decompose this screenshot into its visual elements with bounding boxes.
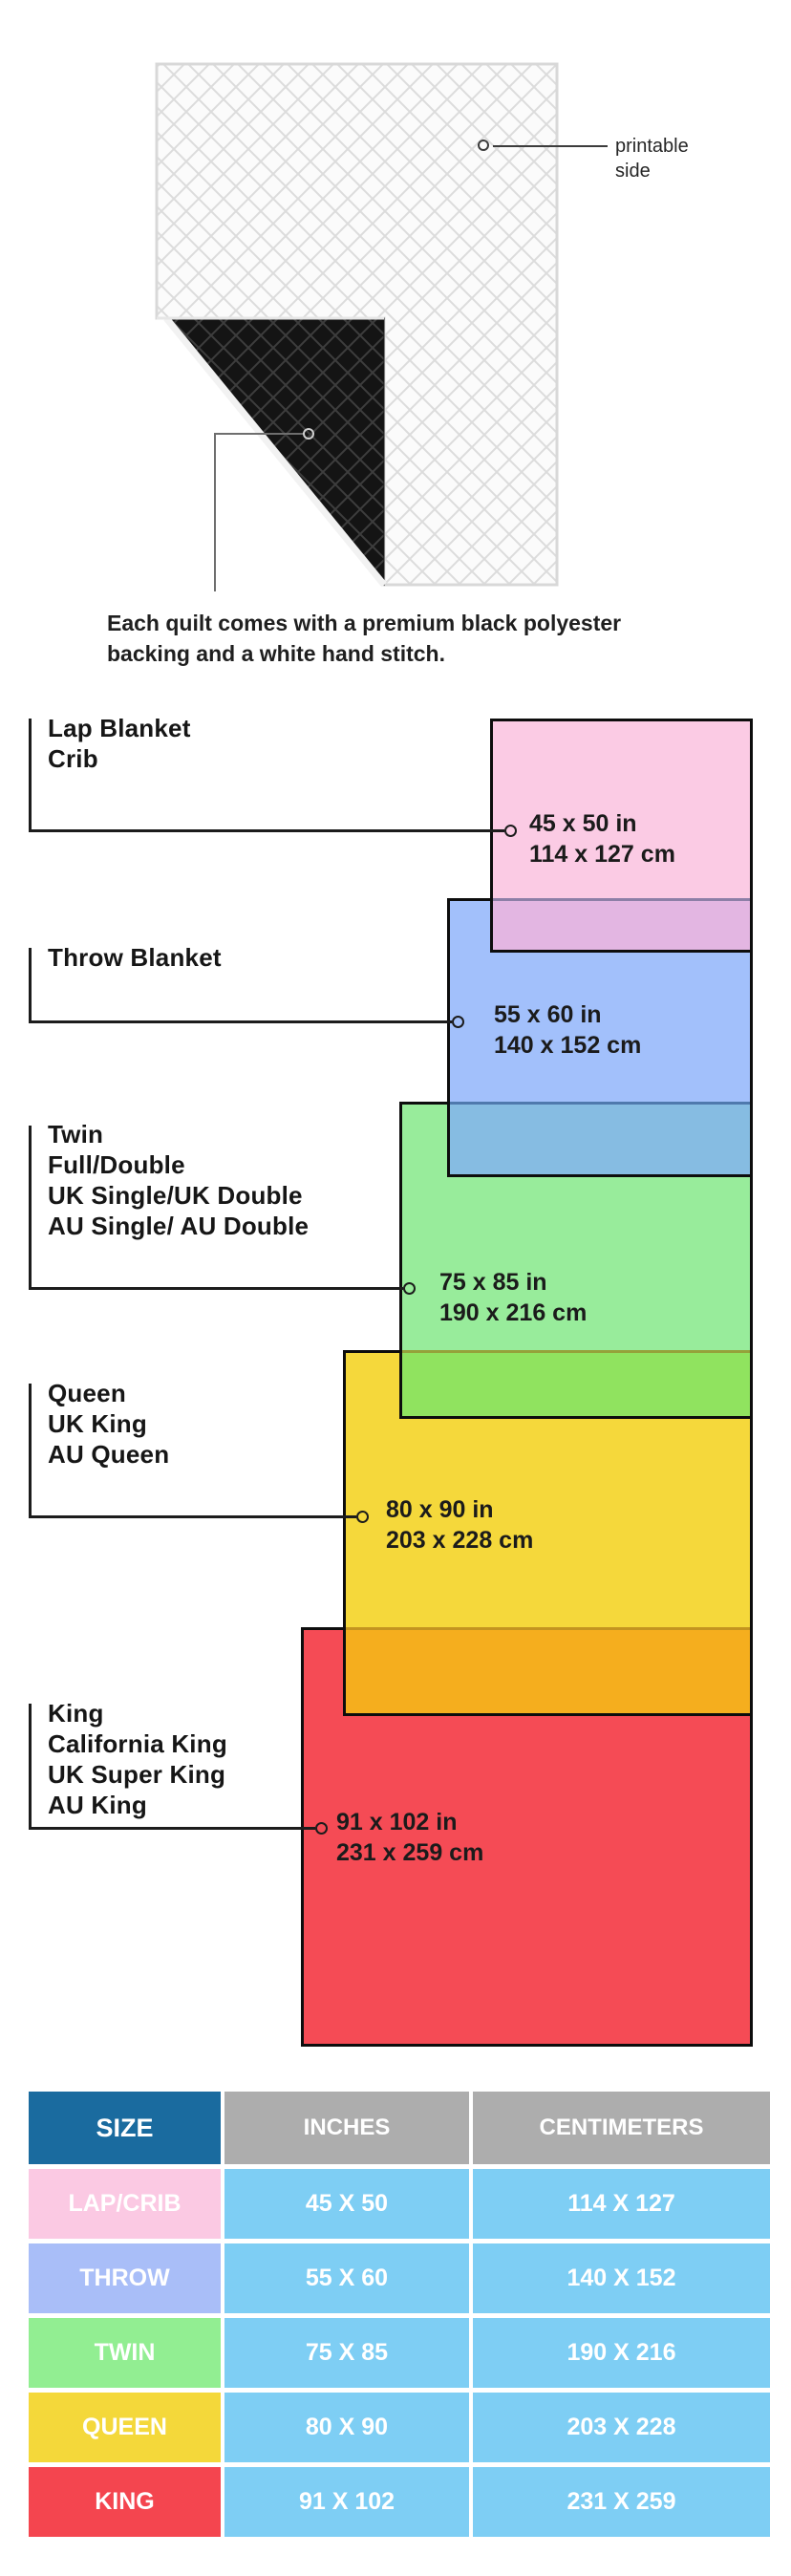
callout-dot-icon	[315, 1822, 328, 1835]
table-cell-inches: 75 X 85	[224, 2318, 469, 2388]
leader-line	[29, 1515, 356, 1518]
throw-size-text: 55 x 60 in 140 x 152 cm	[494, 1001, 642, 1059]
leader-line	[29, 1704, 32, 1830]
callout-dot-icon	[504, 825, 517, 837]
leader-line	[29, 1287, 403, 1290]
lap-throw-overlap	[493, 898, 750, 950]
table-cell-centimeters: 203 X 228	[473, 2393, 770, 2462]
king-size-text: 91 x 102 in 231 x 259 cm	[336, 1809, 484, 1866]
leader-line	[29, 948, 32, 1023]
callout-dot-icon	[478, 140, 489, 151]
leader-line	[214, 433, 216, 591]
leader-line	[29, 719, 32, 832]
table-row-label: TWIN	[29, 2318, 221, 2388]
table-row-label: QUEEN	[29, 2393, 221, 2462]
table-row-label: LAP/CRIB	[29, 2169, 221, 2239]
leader-line	[214, 433, 303, 435]
quilt-caption: Each quilt comes with a premium black po…	[107, 611, 622, 666]
queen-size-text: 80 x 90 in 203 x 228 cm	[386, 1496, 534, 1554]
table-header-inches: INCHES	[224, 2092, 469, 2164]
twin-queen-overlap	[402, 1350, 750, 1416]
table-cell-inches: 91 X 102	[224, 2467, 469, 2537]
leader-line	[29, 1126, 32, 1290]
leader-line	[29, 1020, 452, 1023]
throw-twin-overlap	[450, 1102, 750, 1174]
quilt-illustration	[155, 62, 559, 588]
table-cell-inches: 45 X 50	[224, 2169, 469, 2239]
table-row-label: KING	[29, 2467, 221, 2537]
table-cell-centimeters: 190 X 216	[473, 2318, 770, 2388]
queen-king-overlap	[346, 1627, 750, 1713]
table-cell-inches: 55 X 60	[224, 2243, 469, 2313]
leader-line	[493, 145, 608, 147]
leader-line	[29, 1384, 32, 1518]
size-table: SIZE INCHES CENTIMETERS LAP/CRIB 45 X 50…	[29, 2092, 770, 2537]
throw-label: Throw Blanket	[48, 943, 222, 972]
table-cell-inches: 80 X 90	[224, 2393, 469, 2462]
table-row-label: THROW	[29, 2243, 221, 2313]
leader-line	[29, 1827, 315, 1830]
leader-line	[29, 829, 504, 832]
lap-crib-label: Lap Blanket Crib	[48, 714, 191, 773]
table-cell-centimeters: 140 X 152	[473, 2243, 770, 2313]
queen-label: Queen UK King AU Queen	[48, 1379, 170, 1469]
callout-dot-icon	[303, 428, 314, 440]
table-header-centimeters: CENTIMETERS	[473, 2092, 770, 2164]
quilt-fold-binding	[163, 315, 387, 588]
twin-size-text: 75 x 85 in 190 x 216 cm	[439, 1269, 588, 1326]
king-label: King California King UK Super King AU Ki…	[48, 1699, 227, 1819]
printable-side-label: printable side	[615, 136, 689, 182]
callout-dot-icon	[452, 1016, 464, 1028]
table-cell-centimeters: 231 X 259	[473, 2467, 770, 2537]
callout-dot-icon	[356, 1511, 369, 1523]
lap-size-text: 45 x 50 in 114 x 127 cm	[529, 810, 675, 868]
twin-label: Twin Full/Double UK Single/UK Double AU …	[48, 1120, 310, 1240]
table-header-size: SIZE	[29, 2092, 221, 2164]
table-cell-centimeters: 114 X 127	[473, 2169, 770, 2239]
callout-dot-icon	[403, 1282, 416, 1295]
